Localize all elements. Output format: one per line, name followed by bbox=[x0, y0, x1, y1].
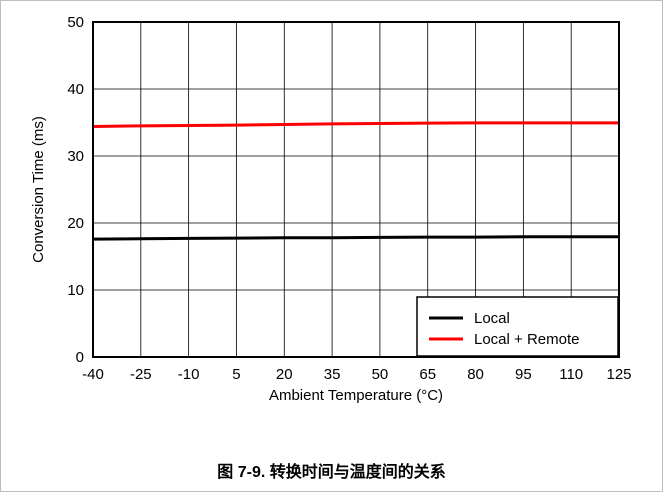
series-line-local bbox=[92, 235, 619, 241]
x-tick-label: 35 bbox=[324, 366, 341, 383]
y-tick-label: 20 bbox=[67, 215, 84, 232]
y-tick-label: 40 bbox=[67, 81, 84, 98]
x-tick-label: 125 bbox=[606, 366, 631, 383]
x-tick-label: 20 bbox=[276, 366, 293, 383]
x-tick-label: -40 bbox=[82, 366, 104, 383]
y-axis-label: Conversion Time (ms) bbox=[30, 116, 47, 263]
figure-caption: 图 7-9. 转换时间与温度间的关系 bbox=[217, 464, 446, 481]
x-tick-label: -10 bbox=[178, 366, 200, 383]
x-tick-label: 110 bbox=[559, 366, 583, 383]
legend: Local Local + Remote bbox=[416, 296, 619, 357]
x-tick-label: 65 bbox=[419, 366, 436, 383]
series-line-local-remote bbox=[92, 121, 619, 129]
legend-box bbox=[416, 296, 619, 357]
series-layer bbox=[92, 121, 619, 241]
x-tick-label: 95 bbox=[515, 366, 532, 383]
x-tick-labels: -40 -25 -10 5 20 35 50 65 80 95 110 125 bbox=[82, 366, 631, 383]
plot-area-border bbox=[92, 21, 620, 358]
y-tick-label: 0 bbox=[76, 349, 84, 366]
x-tick-label: 80 bbox=[467, 366, 484, 383]
y-tick-label: 30 bbox=[67, 148, 84, 165]
y-tick-label: 50 bbox=[67, 14, 84, 31]
y-tick-label: 10 bbox=[67, 282, 84, 299]
x-tick-label: -25 bbox=[130, 366, 152, 383]
x-axis-label: Ambient Temperature (°C) bbox=[269, 387, 443, 404]
x-tick-label: 50 bbox=[372, 366, 389, 383]
y-tick-labels: 0 10 20 30 40 50 bbox=[67, 14, 84, 366]
x-tick-label: 5 bbox=[232, 366, 240, 383]
legend-label-local: Local bbox=[474, 310, 510, 327]
legend-label-local-remote: Local + Remote bbox=[474, 331, 579, 348]
